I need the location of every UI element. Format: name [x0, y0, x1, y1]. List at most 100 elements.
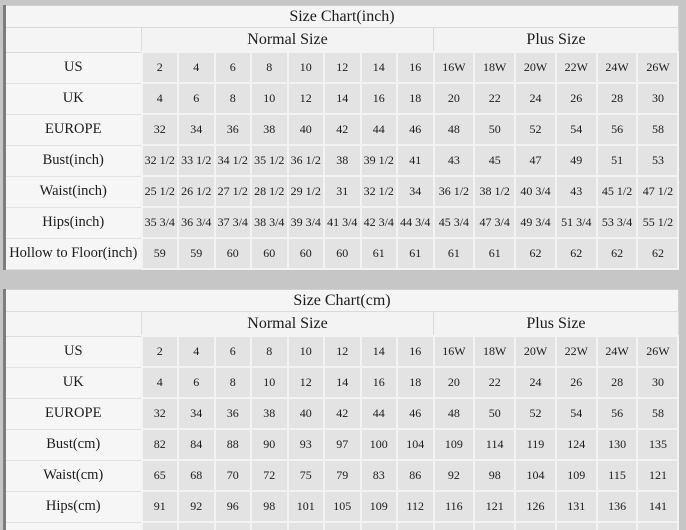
size-value-cell: 22W — [554, 335, 598, 368]
size-value-cell: 40 — [286, 397, 325, 430]
size-value-cell: 2 — [140, 51, 179, 84]
size-value-cell: 36 1/2 — [432, 175, 476, 208]
size-value-cell: 104 — [514, 459, 557, 492]
size-value-cell: 26 1/2 — [177, 175, 216, 208]
size-value-cell: 97 — [323, 428, 362, 461]
size-value-cell: 38 — [323, 144, 362, 177]
size-value-cell: 158 — [514, 521, 557, 530]
size-value-cell: 65 — [140, 459, 179, 492]
size-value-cell: 131 — [554, 490, 598, 523]
size-value-cell: 18 — [396, 366, 435, 399]
size-value-cell: 48 — [432, 397, 476, 430]
size-value-cell: 40 — [286, 113, 325, 146]
size-value-cell: 104 — [396, 428, 435, 461]
size-value-cell: 43 — [432, 144, 476, 177]
size-value-cell: 62 — [636, 237, 680, 270]
size-value-cell: 6 — [177, 82, 216, 115]
row-label: US — [4, 51, 142, 84]
size-value-cell: 45 — [473, 144, 517, 177]
size-value-cell: 96 — [213, 490, 252, 523]
column-group-normal-size: Normal Size — [141, 311, 434, 337]
size-value-cell: 158 — [554, 521, 598, 530]
row-label: Hips(inch) — [4, 206, 142, 239]
size-value-cell: 34 — [396, 175, 435, 208]
size-chart-inch-section: Size Chart(inch) Normal Size Plus Size US 2 4… — [3, 5, 681, 270]
size-value-cell: 36 — [213, 113, 252, 146]
size-value-cell: 136 — [595, 490, 639, 523]
size-value-cell: 62 — [595, 237, 639, 270]
table-row: Waist(inch) 25 1/2 26 1/2 27 1/2 28 1/2 29 1/… — [4, 175, 680, 208]
size-value-cell: 43 — [554, 175, 598, 208]
size-value-cell: 121 — [473, 490, 517, 523]
size-value-cell: 38 — [250, 113, 289, 146]
size-value-cell: 60 — [250, 237, 289, 270]
row-label: EUROPE — [4, 113, 142, 146]
row-label: UK — [4, 366, 142, 399]
size-value-cell: 8 — [250, 51, 289, 84]
size-value-cell: 42 — [323, 113, 362, 146]
size-value-cell: 16 — [396, 51, 435, 84]
size-value-cell: 24W — [595, 335, 639, 368]
size-value-cell: 75 — [286, 459, 325, 492]
size-value-cell: 68 — [177, 459, 216, 492]
size-value-cell: 18W — [473, 335, 517, 368]
size-value-cell: 91 — [140, 490, 179, 523]
size-value-cell: 44 3/4 — [396, 206, 435, 239]
size-value-cell: 98 — [250, 490, 289, 523]
size-value-cell: 155 — [359, 521, 398, 530]
size-value-cell: 56 — [595, 397, 639, 430]
size-value-cell: 60 — [323, 237, 362, 270]
row-label: Waist(inch) — [4, 175, 142, 208]
size-value-cell: 6 — [177, 366, 216, 399]
size-value-cell: 20 — [432, 82, 476, 115]
size-value-cell: 61 — [473, 237, 517, 270]
size-value-cell: 41 3/4 — [323, 206, 362, 239]
size-value-cell: 35 1/2 — [250, 144, 289, 177]
size-value-cell: 16W — [432, 335, 476, 368]
size-value-cell: 72 — [250, 459, 289, 492]
table-title-row: Size Chart(inch) — [4, 5, 679, 28]
size-value-cell: 92 — [432, 459, 476, 492]
size-value-cell: 38 1/2 — [473, 175, 517, 208]
size-value-cell: 53 — [636, 144, 680, 177]
size-value-cell: 10 — [250, 82, 289, 115]
size-value-cell: 8 — [250, 335, 289, 368]
size-value-cell: 30 — [636, 82, 680, 115]
size-value-cell: 4 — [140, 82, 179, 115]
size-value-cell: 16 — [359, 82, 398, 115]
table-row: Hips(inch) 35 3/4 36 3/4 37 3/4 38 3/4 39 3/4… — [4, 206, 680, 239]
size-value-cell: 14 — [323, 82, 362, 115]
size-value-cell: 124 — [554, 428, 598, 461]
table-row: US 2 4 6 8 10 12 14 16 16W 18W 20W 22W 24W 26W — [4, 335, 680, 368]
size-value-cell: 147 — [177, 521, 216, 530]
size-value-cell: 86 — [396, 459, 435, 492]
size-value-cell: 109 — [554, 459, 598, 492]
size-value-cell: 16 — [396, 335, 435, 368]
size-value-cell: 121 — [636, 459, 680, 492]
row-label: Bust(cm) — [4, 428, 142, 461]
size-value-cell: 49 — [554, 144, 598, 177]
size-value-cell: 109 — [359, 490, 398, 523]
size-value-cell: 109 — [432, 428, 476, 461]
size-value-cell: 130 — [595, 428, 639, 461]
size-value-cell: 47 1/2 — [636, 175, 680, 208]
row-label: Bust(inch) — [4, 144, 142, 177]
size-value-cell: 29 1/2 — [286, 175, 325, 208]
size-value-cell: 22 — [473, 366, 517, 399]
column-group-row: Normal Size Plus Size — [4, 27, 679, 53]
size-value-cell: 38 — [250, 397, 289, 430]
size-value-cell: 150 — [213, 521, 252, 530]
size-value-cell: 24 — [514, 82, 557, 115]
size-value-cell: 53 3/4 — [595, 206, 639, 239]
size-value-cell: 90 — [250, 428, 289, 461]
row-label: Waist(cm) — [4, 459, 142, 492]
size-value-cell: 44 — [359, 397, 398, 430]
size-value-cell: 8 — [213, 366, 252, 399]
table-title-row: Size Chart(cm) — [4, 289, 679, 312]
size-value-cell: 2 — [140, 335, 179, 368]
table-row: EUROPE 32 34 36 38 40 42 44 46 48 50 52 54 56 58 — [4, 397, 680, 430]
size-value-cell: 26W — [636, 335, 680, 368]
size-value-cell: 28 1/2 — [250, 175, 289, 208]
size-value-cell: 6 — [213, 51, 252, 84]
